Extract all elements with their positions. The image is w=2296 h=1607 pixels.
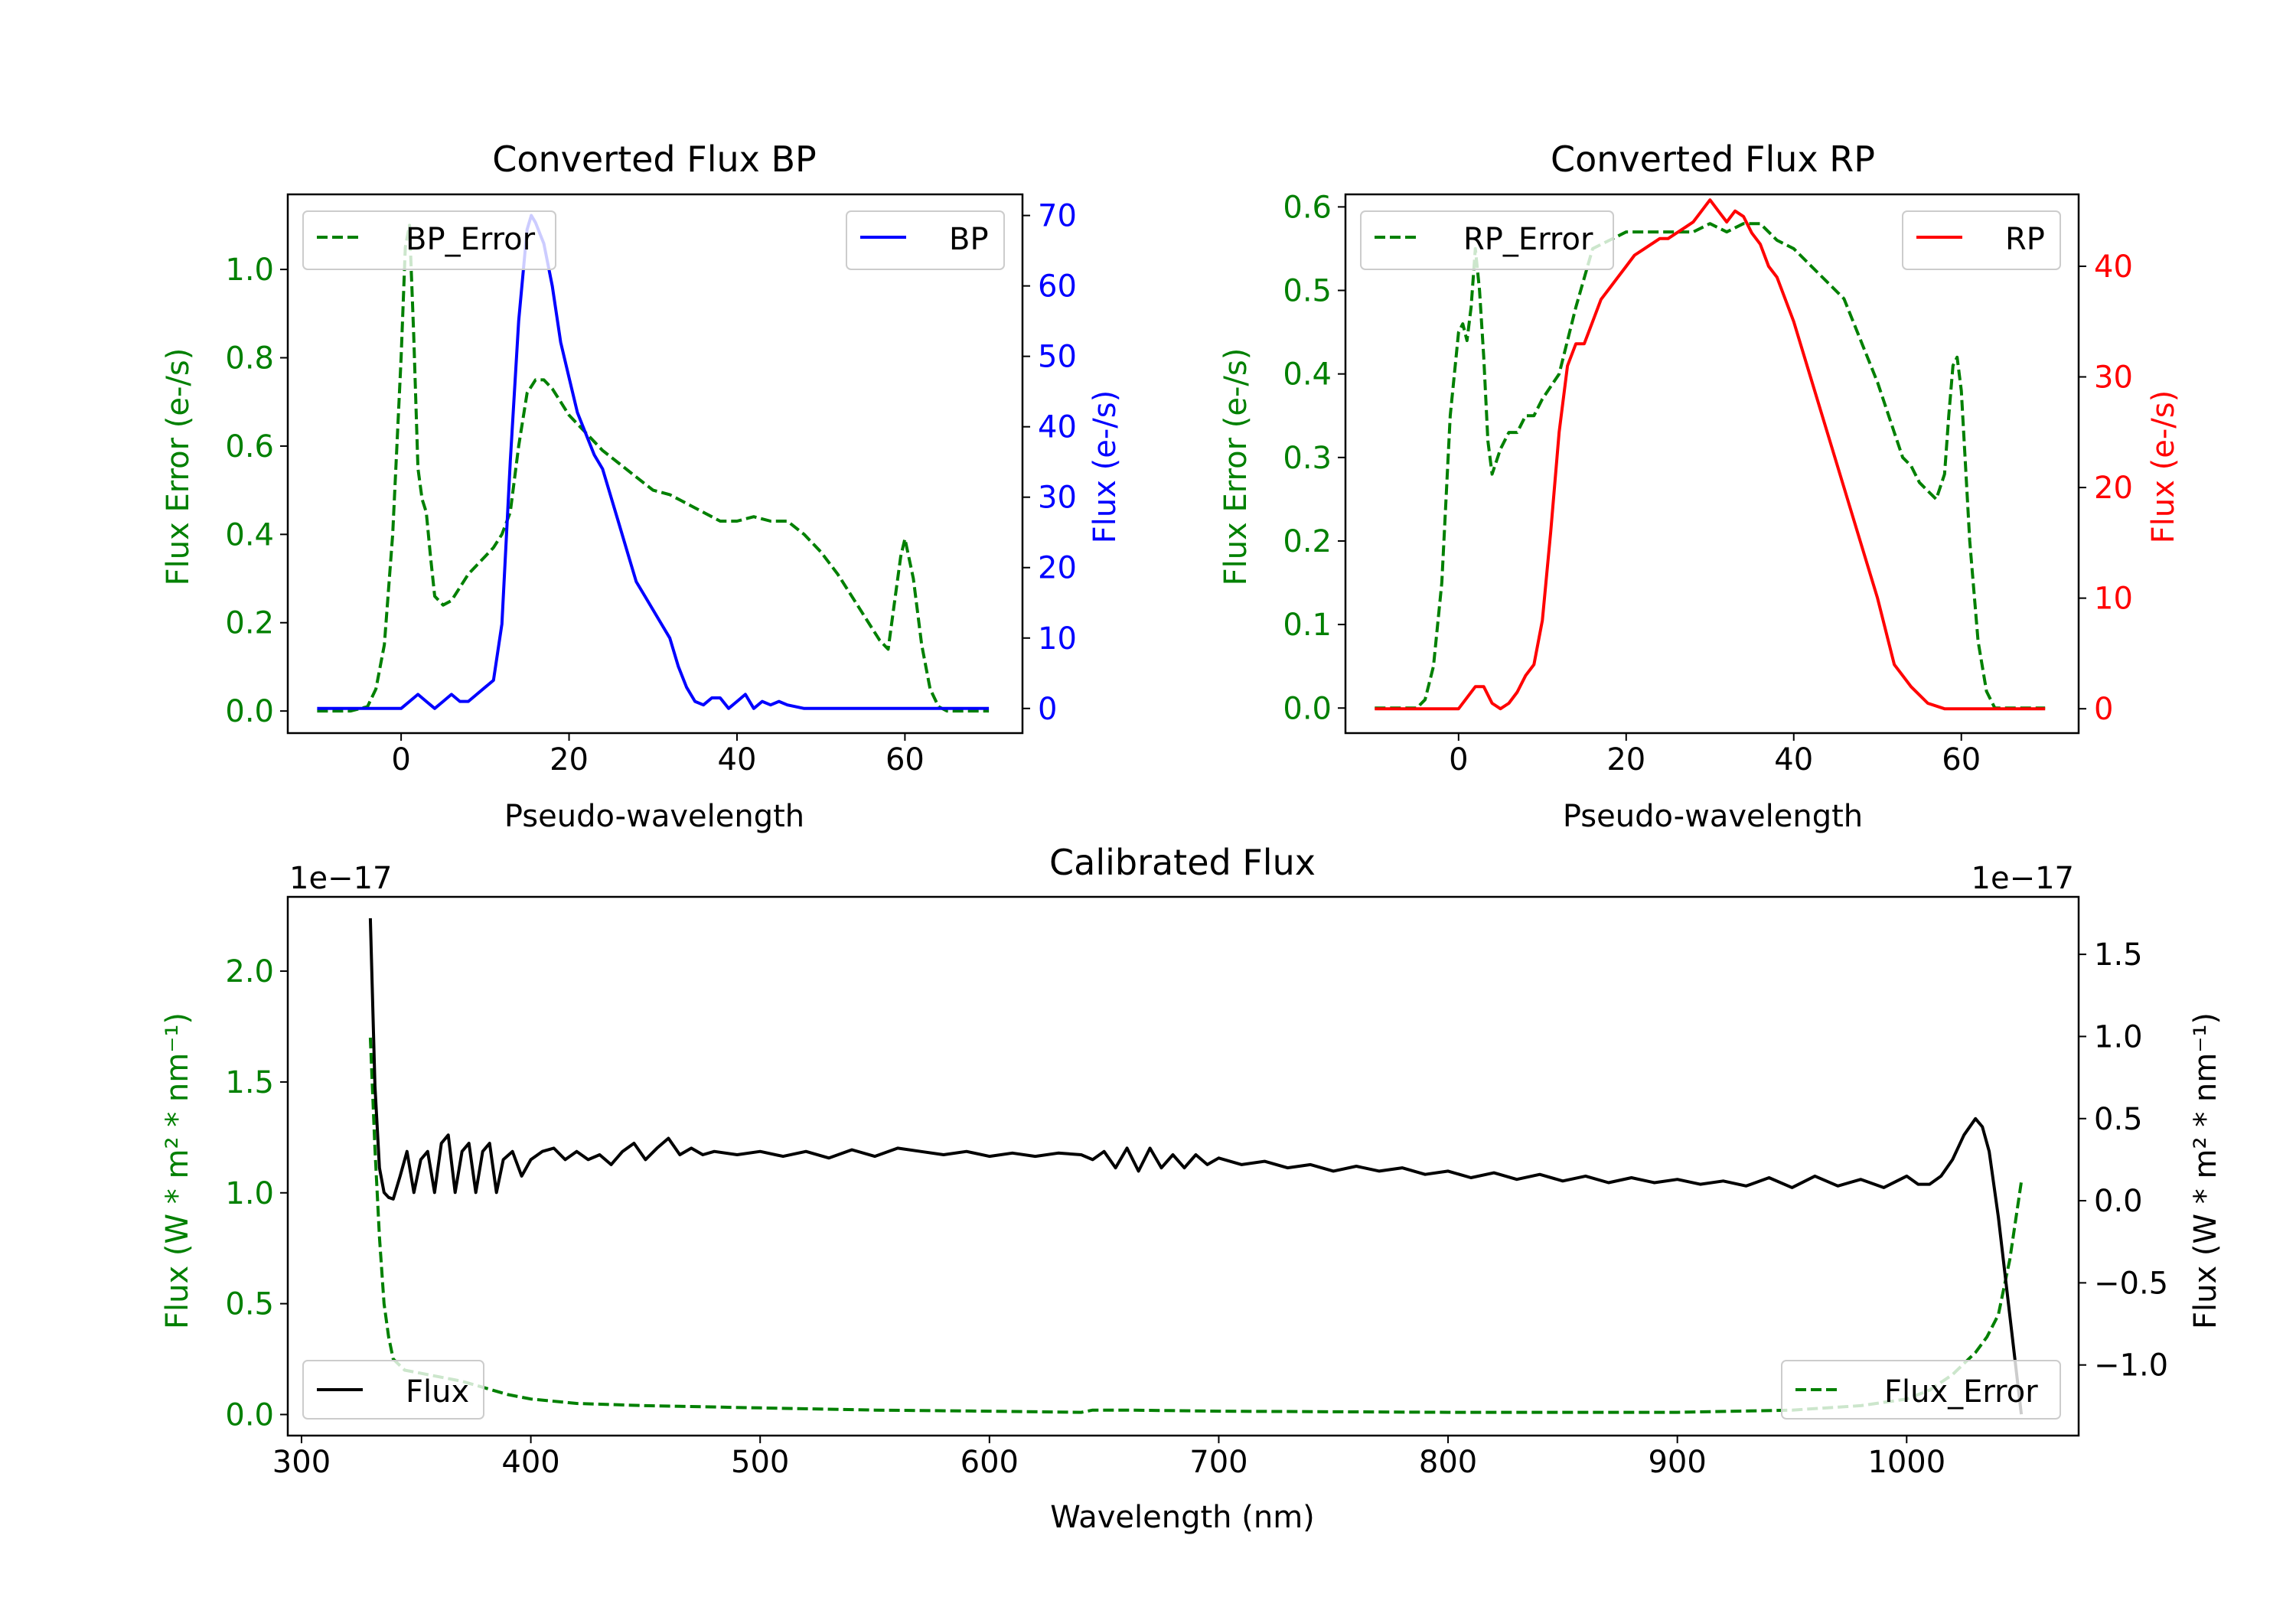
- axes-frame: [286, 193, 1024, 735]
- left-tick-label: 0.5: [225, 1287, 274, 1322]
- legend-label-flux: Flux: [406, 1374, 469, 1410]
- x-tick-label: 700: [1189, 1445, 1247, 1480]
- series-flux-line: [368, 918, 2024, 1415]
- right-tick-label: 20: [2094, 471, 2133, 506]
- right-tick-label: 1.5: [2094, 937, 2143, 973]
- right-tick-label: 0: [1038, 692, 1057, 727]
- right-tick-label: 60: [1038, 269, 1077, 305]
- right-tick-label: 70: [1038, 199, 1077, 234]
- chart-title-rp: Converted Flux RP: [1551, 139, 1875, 180]
- chart-title-bp: Converted Flux BP: [492, 139, 817, 180]
- left-tick-label: 0.4: [225, 517, 274, 553]
- left-tick-label: 0.2: [1283, 524, 1332, 559]
- right-axis-offset-calibrated: 1e−17: [1971, 861, 2074, 896]
- x-tick-label: 40: [718, 742, 757, 777]
- legend-label-flux-error: Flux_Error: [1884, 1374, 2038, 1410]
- x-tick-label: 800: [1419, 1445, 1477, 1480]
- right-tick-label: 40: [1038, 410, 1077, 445]
- right-axis-label-calibrated: Flux (W * m² * nm⁻¹): [2188, 1012, 2223, 1329]
- x-tick-label: 1000: [1867, 1445, 1945, 1480]
- left-tick-label: 1.5: [225, 1065, 274, 1100]
- right-tick-label: 20: [1038, 551, 1077, 586]
- right-tick-label: 1.0: [2094, 1019, 2143, 1054]
- x-axis-label-calibrated: Wavelength (nm): [1050, 1500, 1315, 1535]
- left-tick-label: 0.6: [1283, 190, 1332, 225]
- chart-bp: Converted Flux BP 0 20 40 60 0.0 0.2 0.4 0.6 0.8…: [161, 139, 1123, 834]
- x-tick-label: 20: [550, 742, 589, 777]
- plot-area-rp: 0 20 40 60 0.0 0.1 0.2 0.3 0.4 0.5 0.6 0 10 20 30 40: [1283, 190, 2133, 777]
- right-tick-label: −1.0: [2094, 1348, 2168, 1384]
- series-bp-line: [317, 214, 990, 710]
- x-tick-label: 20: [1606, 742, 1645, 777]
- x-tick-label: 500: [731, 1445, 789, 1480]
- series-bp-error-line: [317, 223, 990, 713]
- plot-area-calibrated: 300 400 500 600 700 800 900 1000 0.0 0.5 1.0 1.5 2.0…: [225, 895, 2168, 1480]
- right-tick-label: 40: [2094, 249, 2133, 285]
- axes-frame: [286, 895, 2080, 1437]
- series-rp-error-line: [1375, 222, 2046, 710]
- x-tick-label: 0: [391, 742, 410, 777]
- left-axis-label-bp: Flux Error (e-/s): [161, 348, 196, 586]
- left-tick-label: 0.2: [225, 606, 274, 641]
- left-tick-label: 0.0: [225, 1397, 274, 1433]
- legend-label-rp: RP: [2005, 222, 2045, 257]
- left-axis-label-calibrated: Flux (W * m² * nm⁻¹): [160, 1012, 195, 1329]
- left-tick-label: 0.3: [1283, 441, 1332, 476]
- left-tick-label: 0.5: [1283, 274, 1332, 309]
- left-tick-label: 0.1: [1283, 608, 1332, 643]
- legend-right-rp: RP: [1902, 210, 2061, 270]
- chart-title-calibrated: Calibrated Flux: [1049, 842, 1316, 883]
- x-tick-label: 400: [501, 1445, 559, 1480]
- right-axis-label-rp: Flux (e-/s): [2146, 390, 2181, 543]
- left-tick-label: 0.8: [225, 341, 274, 376]
- plot-area-bp: 0 20 40 60 0.0 0.2 0.4 0.6 0.8 1.0 0 10 20 30 40 50 60 70: [225, 193, 1077, 777]
- legend-right-calibrated: Flux_Error: [1781, 1360, 2061, 1420]
- left-axis-offset-calibrated: 1e−17: [289, 861, 392, 896]
- legend-left-rp: RP_Error: [1360, 210, 1614, 270]
- x-tick-label: 900: [1648, 1445, 1706, 1480]
- right-tick-label: 30: [2094, 360, 2133, 396]
- right-tick-label: 0: [2094, 692, 2113, 727]
- left-tick-label: 0.6: [225, 429, 274, 464]
- legend-label-bp: BP: [949, 222, 989, 257]
- right-tick-label: −0.5: [2094, 1266, 2168, 1301]
- chart-calibrated: Calibrated Flux 1e−17 1e−17 300 400 500 600…: [160, 842, 2223, 1535]
- left-tick-label: 1.0: [225, 1176, 274, 1211]
- right-tick-label: 0.0: [2094, 1184, 2143, 1219]
- left-tick-label: 0.0: [225, 694, 274, 729]
- right-tick-label: 30: [1038, 481, 1077, 516]
- x-axis-label-rp: Pseudo-wavelength: [1563, 799, 1863, 834]
- x-tick-label: 0: [1449, 742, 1468, 777]
- right-axis-label-bp: Flux (e-/s): [1088, 390, 1123, 543]
- legend-label-bp-error: BP_Error: [406, 222, 536, 257]
- x-tick-label: 300: [272, 1445, 331, 1480]
- axes-frame: [1344, 193, 2080, 735]
- left-tick-label: 1.0: [225, 253, 274, 288]
- chart-rp: Converted Flux RP 0 20 40 60 0.0 0.1 0.2 0.3 0.4…: [1218, 139, 2181, 834]
- left-tick-label: 2.0: [225, 954, 274, 989]
- x-tick-label: 60: [1942, 742, 1981, 777]
- legend-label-rp-error: RP_Error: [1463, 222, 1593, 257]
- x-tick-label: 40: [1774, 742, 1813, 777]
- series-rp-line: [1375, 198, 2046, 711]
- legend-right-bp: BP: [846, 210, 1005, 270]
- right-tick-label: 0.5: [2094, 1102, 2143, 1137]
- x-axis-label-bp: Pseudo-wavelength: [504, 799, 804, 834]
- legend-left-calibrated: Flux: [302, 1360, 484, 1420]
- right-tick-label: 10: [2094, 582, 2133, 617]
- left-tick-label: 0.0: [1283, 691, 1332, 726]
- right-tick-label: 10: [1038, 621, 1077, 657]
- left-axis-label-rp: Flux Error (e-/s): [1218, 348, 1254, 586]
- x-tick-label: 600: [960, 1445, 1019, 1480]
- right-tick-label: 50: [1038, 340, 1077, 375]
- left-tick-label: 0.4: [1283, 357, 1332, 393]
- x-tick-label: 60: [885, 742, 925, 777]
- legend-left-bp: BP_Error: [302, 210, 556, 270]
